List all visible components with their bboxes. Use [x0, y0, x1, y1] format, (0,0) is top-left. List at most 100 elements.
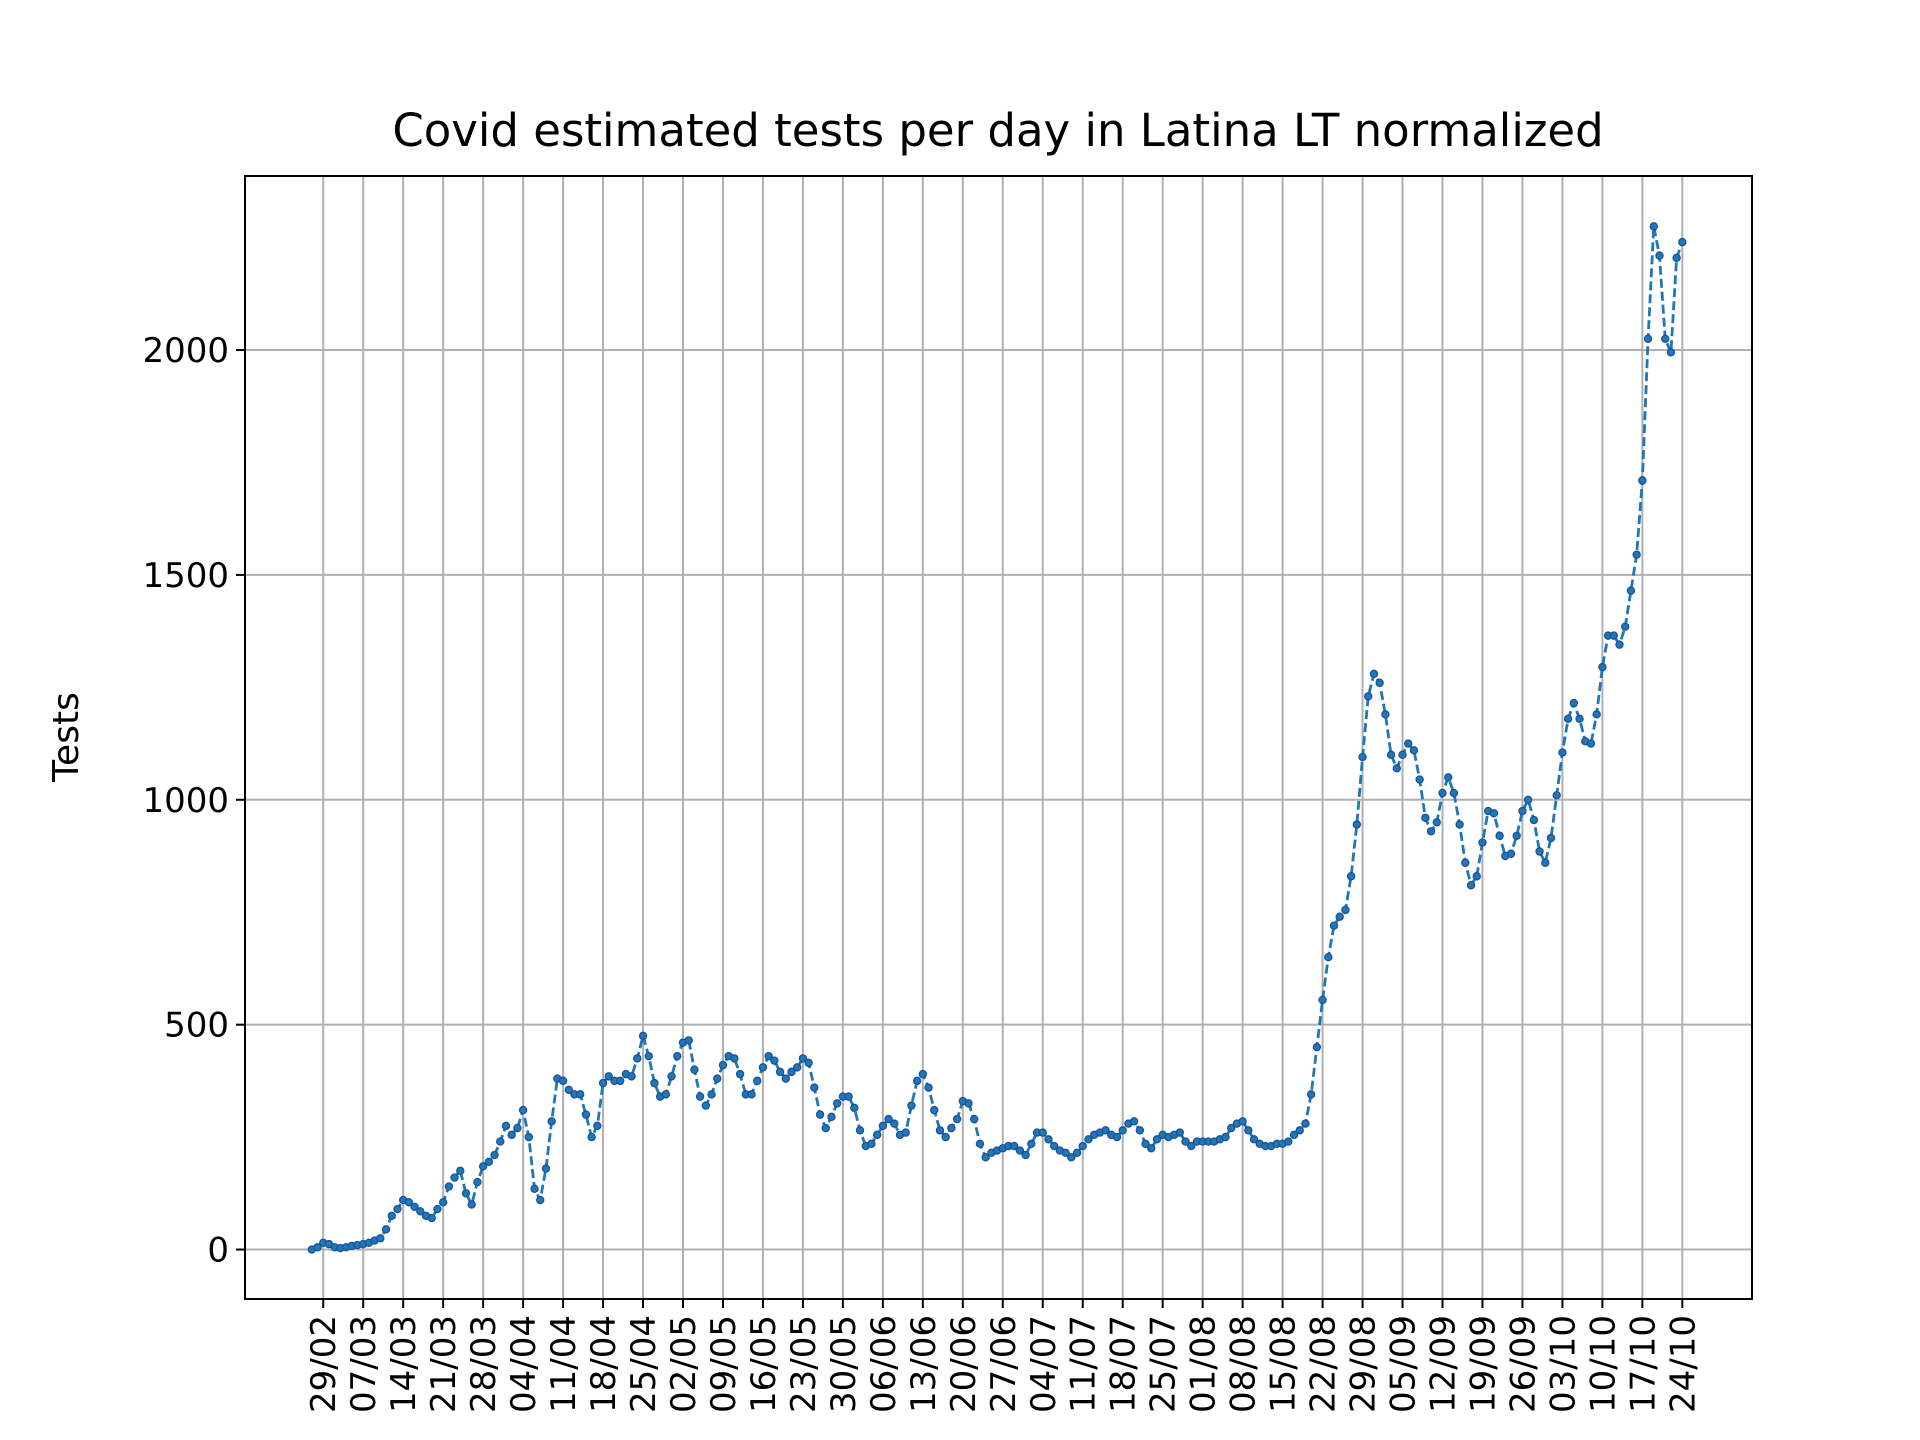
data-point [901, 1128, 910, 1137]
data-point [1506, 849, 1516, 858]
x-tick-label: 24/10 [1663, 1315, 1703, 1413]
data-point [1586, 739, 1596, 748]
data-point [404, 1198, 414, 1207]
data-point [1455, 820, 1464, 829]
data-point [1638, 476, 1647, 485]
data-point [941, 1132, 950, 1142]
data-point [1129, 1117, 1139, 1126]
data-point [753, 1076, 762, 1086]
x-tick-label: 25/07 [1144, 1315, 1184, 1413]
data-point [1609, 631, 1619, 640]
data-point [638, 1031, 648, 1041]
data-point [1541, 858, 1550, 867]
data-point [1358, 752, 1367, 762]
data-point [564, 1085, 573, 1095]
data-point [884, 1114, 893, 1124]
data-point [1135, 1126, 1145, 1135]
data-point [387, 1211, 396, 1220]
data-point [496, 1137, 505, 1146]
data-point [524, 1132, 534, 1142]
data-point [673, 1051, 682, 1061]
data-point [1244, 1126, 1253, 1135]
data-point [1044, 1135, 1053, 1144]
data-point [507, 1130, 516, 1140]
data-point [798, 1054, 808, 1063]
x-tick-label: 29/08 [1344, 1315, 1384, 1413]
x-tick-label: 06/06 [864, 1315, 904, 1413]
data-point [1615, 640, 1624, 649]
data-point [581, 1110, 591, 1119]
data-point [1335, 912, 1344, 921]
data-point [1495, 831, 1504, 840]
data-point [1392, 764, 1402, 773]
data-point [1112, 1132, 1122, 1142]
chart-title: Covid estimated tests per day in Latina … [392, 104, 1603, 157]
data-point [313, 1243, 322, 1252]
x-tick-label: 02/05 [664, 1315, 704, 1413]
data-point [593, 1121, 602, 1131]
data-point [747, 1090, 756, 1099]
x-tick-label: 10/10 [1583, 1315, 1623, 1413]
data-point [1010, 1141, 1019, 1151]
data-point [1432, 818, 1441, 827]
data-point [1369, 669, 1379, 679]
data-point [1021, 1150, 1030, 1160]
x-tick-label: 07/03 [344, 1315, 384, 1413]
plot-frame [244, 175, 1753, 1300]
data-point [1249, 1135, 1259, 1144]
y-tick-label: 2000 [142, 331, 229, 371]
data-point [1563, 714, 1573, 724]
data-point [1444, 773, 1453, 782]
data-point [1592, 710, 1601, 719]
data-point [1306, 1090, 1316, 1099]
data-point [1027, 1139, 1036, 1149]
x-tick-label: 16/05 [744, 1315, 784, 1413]
data-point [1324, 952, 1333, 962]
data-point [1181, 1137, 1190, 1146]
data-point [1466, 881, 1476, 890]
data-point [684, 1036, 693, 1045]
data-point [735, 1069, 745, 1079]
data-point [536, 1195, 545, 1205]
data-point [1381, 710, 1390, 719]
data-point [1472, 872, 1481, 881]
data-point [1575, 714, 1584, 724]
data-point [667, 1072, 676, 1081]
data-point [867, 1139, 876, 1149]
data-point [433, 1204, 442, 1214]
x-tick-label: 04/07 [1024, 1315, 1064, 1413]
data-point [587, 1132, 596, 1142]
data-point [1084, 1135, 1093, 1144]
x-tick-label: 08/08 [1224, 1315, 1264, 1413]
data-point [947, 1123, 956, 1133]
data-point [1015, 1146, 1025, 1155]
data-point [615, 1076, 625, 1086]
data-point [1478, 838, 1487, 847]
data-point [518, 1105, 528, 1115]
data-point [1649, 222, 1658, 231]
data-point [1301, 1119, 1310, 1128]
x-tick-label: 25/04 [624, 1315, 664, 1413]
data-point [1626, 586, 1636, 595]
data-point [1421, 813, 1430, 822]
x-tick-label: 30/05 [824, 1315, 864, 1413]
x-tick-label: 05/09 [1384, 1315, 1424, 1413]
x-tick-label: 04/04 [504, 1315, 544, 1413]
data-point [1329, 921, 1339, 930]
data-point [1535, 847, 1544, 856]
data-point [1221, 1132, 1230, 1142]
data-point [1346, 872, 1356, 881]
data-point [695, 1092, 705, 1101]
data-point [1364, 692, 1373, 701]
data-point [450, 1173, 459, 1182]
data-point [1187, 1141, 1196, 1151]
data-point [970, 1114, 979, 1124]
data-point [1621, 622, 1630, 631]
data-point [1375, 678, 1384, 688]
data-point [456, 1166, 465, 1176]
data-point [850, 1103, 859, 1113]
x-tick-label: 21/03 [424, 1315, 464, 1413]
x-tick-label: 18/07 [1104, 1315, 1144, 1413]
data-point [438, 1198, 448, 1207]
data-point [1227, 1123, 1236, 1133]
